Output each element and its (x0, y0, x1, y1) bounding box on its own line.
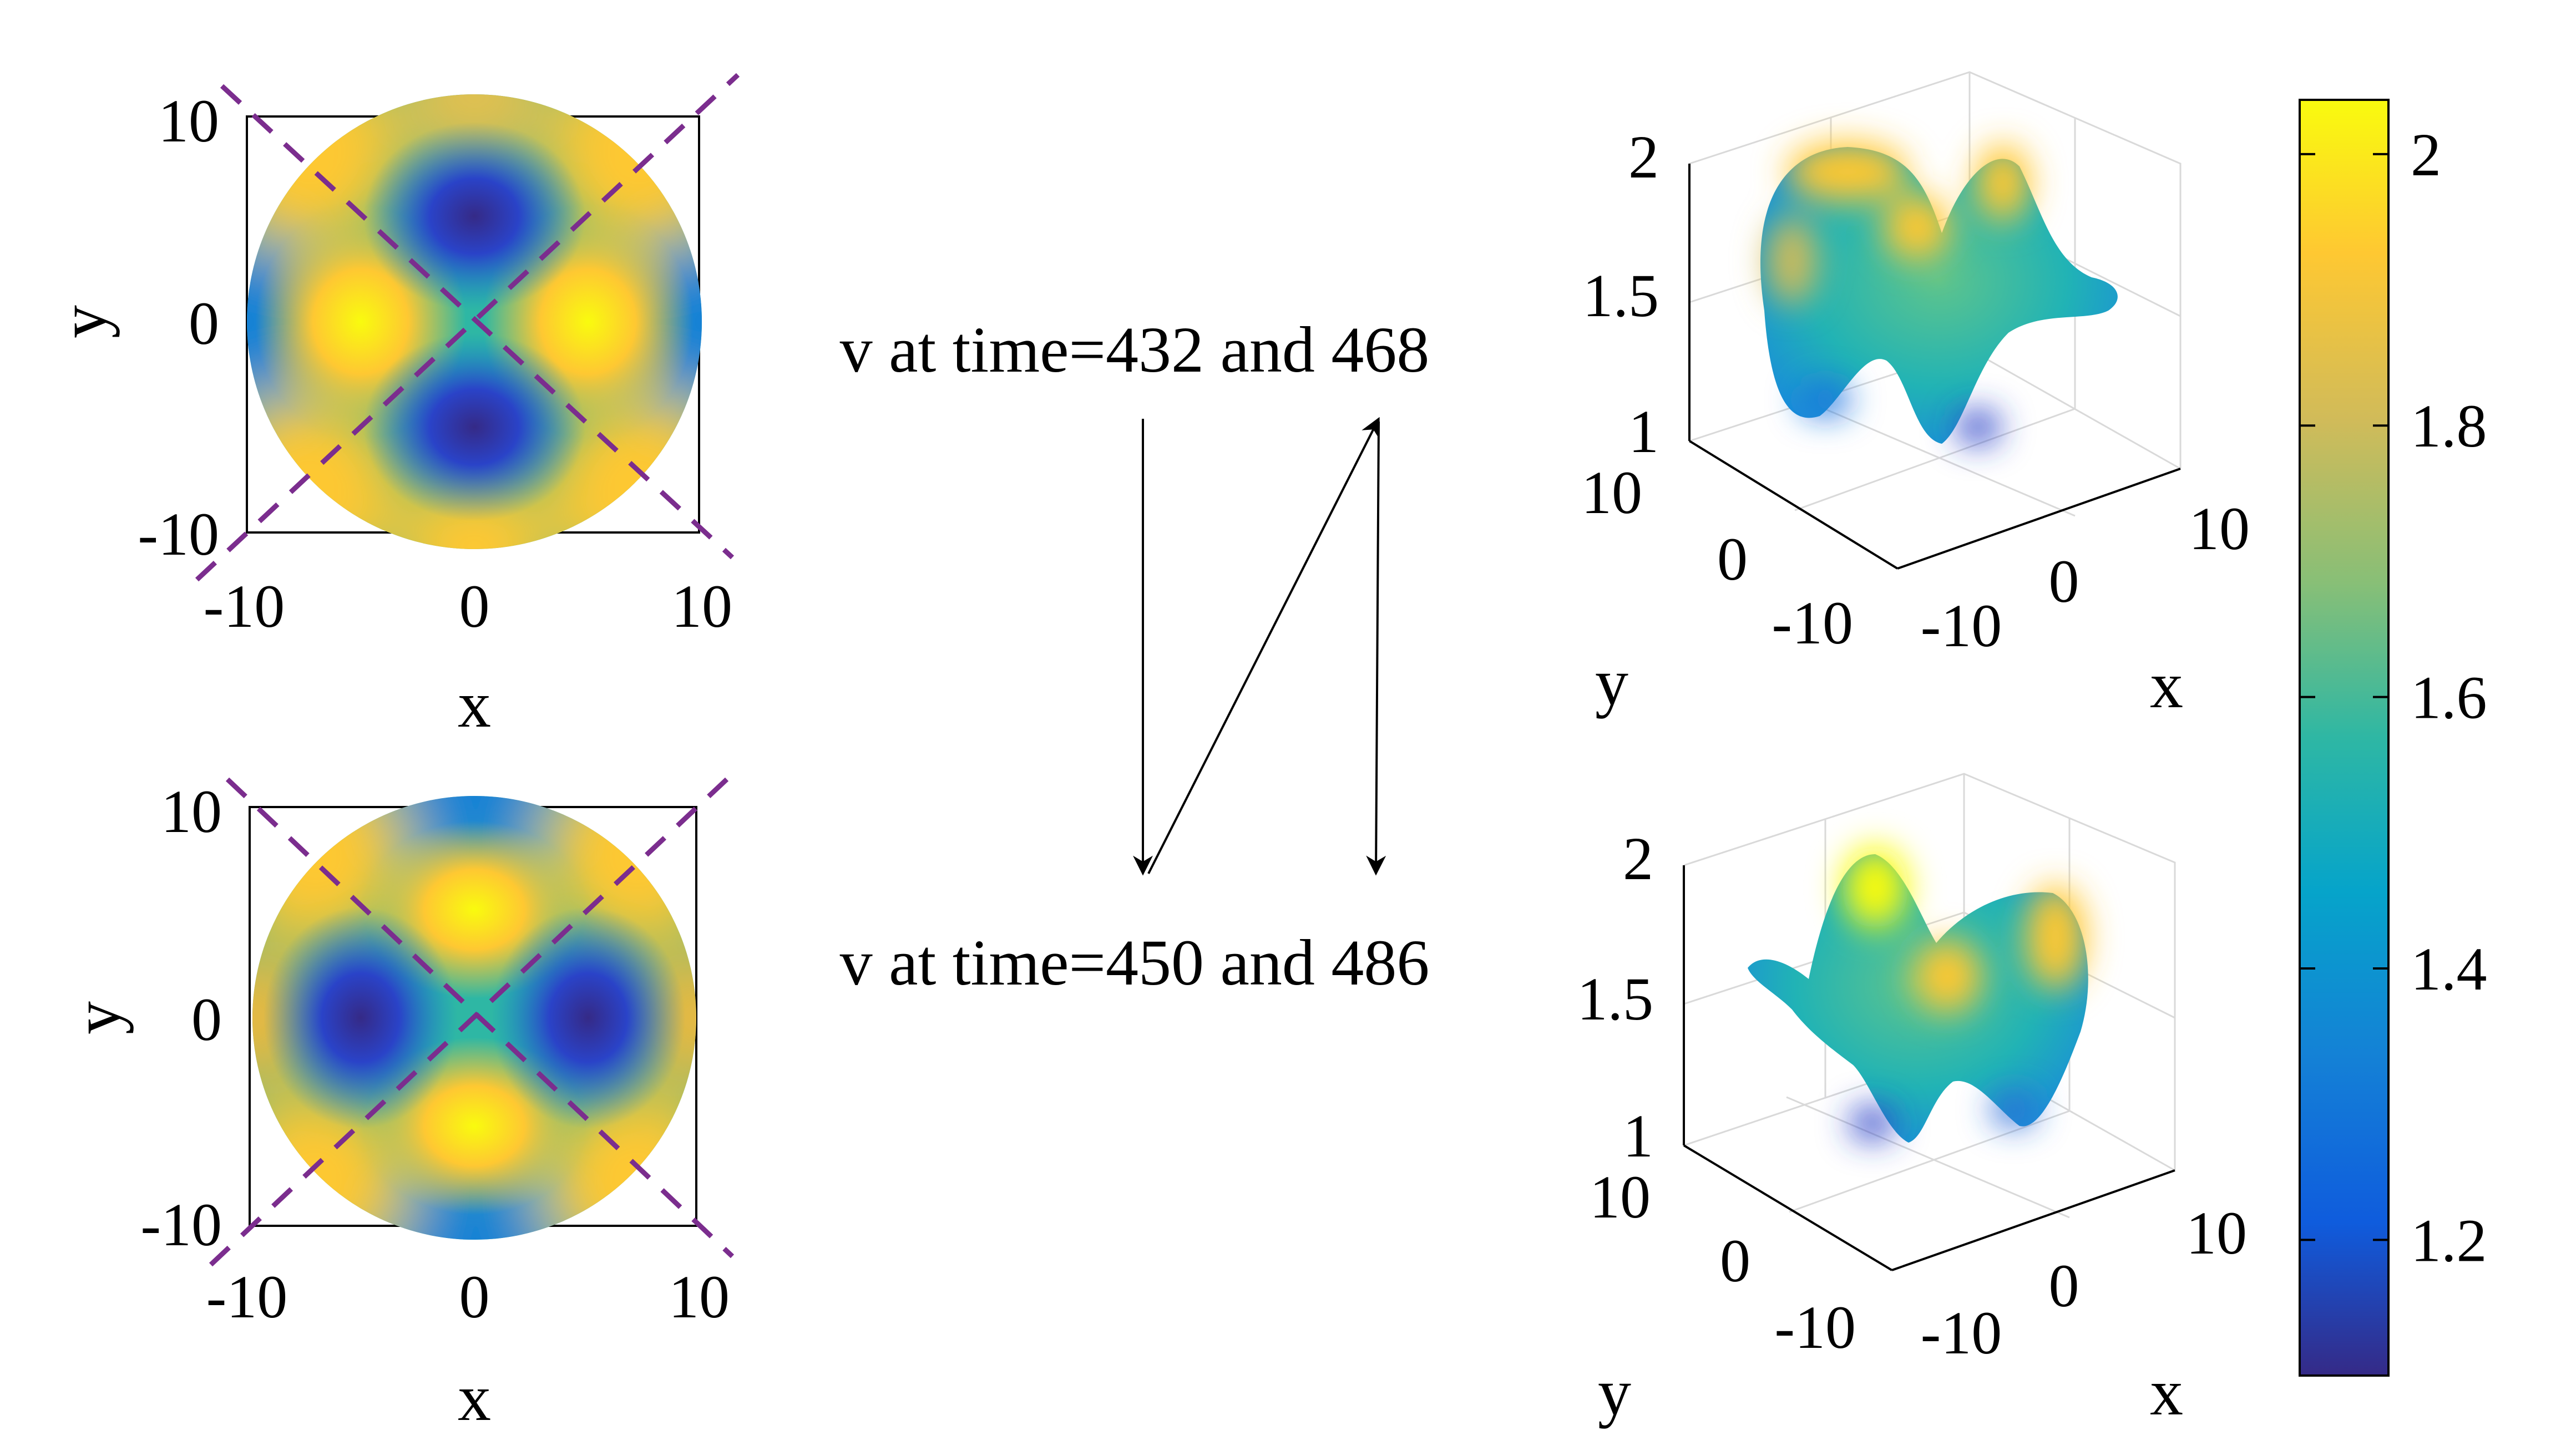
surface-bottom: 2 1.5 1 10 0 -10 -10 0 10 y x (1577, 773, 2247, 1429)
surface-top: 2 1.5 1 10 0 -10 -10 0 10 y x (1581, 71, 2250, 722)
surface-top-ztick-1.5: 1.5 (1583, 262, 1659, 329)
surface-top-axes (1688, 164, 2181, 570)
surface-top-ytick-0: 0 (1717, 525, 1748, 593)
surface-bottom-mesh (1748, 846, 2088, 1143)
heatmap-bottom-xtick-neg10: -10 (206, 1263, 288, 1331)
heatmap-top-xlabel: x (458, 667, 491, 741)
heatmap-top-diagonal-1 (220, 84, 735, 560)
annotation-top: v at time=432 and 468 (840, 313, 1430, 386)
heatmap-bottom-xlabel: x (458, 1361, 491, 1434)
colorbar-tick-label: 2 (2411, 121, 2441, 189)
heatmap-bottom-ytick-0: 0 (191, 986, 222, 1053)
surface-top-xtick-0: 0 (2049, 547, 2079, 615)
heatmap-top-ytick-10: 10 (158, 87, 219, 155)
colorbar-tick-label: 1.6 (2411, 664, 2487, 732)
colorbar-bar (2299, 99, 2390, 1377)
surface-bottom-ylabel: y (1598, 1355, 1631, 1429)
surface-top-ztick-1: 1 (1628, 398, 1659, 465)
surface-top-xtick-10: 10 (2189, 495, 2250, 562)
heatmap-top-xtick-10: 10 (671, 572, 732, 640)
surface-top-xlabel: x (2150, 648, 2183, 722)
surface-top-ytick-10: 10 (1581, 459, 1642, 526)
heatmap-bottom-xtick-10: 10 (669, 1263, 730, 1331)
heatmap-bottom-diagonal-2 (209, 777, 729, 1267)
surface-bottom-ytick-10: 10 (1590, 1163, 1651, 1231)
annotation-bottom: v at time=450 and 486 (840, 926, 1430, 999)
surface-top-ylabel: y (1595, 645, 1628, 719)
surface-top-mesh (1760, 141, 2118, 444)
surface-bottom-ytick-0: 0 (1720, 1227, 1750, 1295)
heatmap-bottom-xtick-0: 0 (459, 1263, 490, 1331)
surface-bottom-ztick-2: 2 (1623, 825, 1653, 892)
heatmap-top-ytick-neg10: -10 (138, 500, 219, 568)
colorbar-tick-label: 1.4 (2411, 935, 2487, 1003)
arrow-diagonal-up (1147, 417, 1380, 874)
surface-bottom-axes (1683, 865, 2175, 1271)
heatmap-top-xtick-neg10: -10 (204, 572, 285, 640)
surface-top-ztick-2: 2 (1628, 123, 1659, 191)
heatmap-top-ylabel: y (46, 305, 120, 338)
surface-bottom-xtick-10: 10 (2186, 1199, 2247, 1267)
surface-bottom-xtick-0: 0 (2049, 1252, 2079, 1320)
surface-top-xtick-neg10: -10 (1921, 592, 2002, 659)
heatmap-top-ytick-0: 0 (189, 290, 219, 357)
heatmap-top-diagonal-2 (195, 73, 740, 582)
colorbar-tick-label: 1.2 (2411, 1206, 2487, 1274)
heatmap-top: 10 0 -10 -10 0 10 x y (46, 73, 740, 741)
surface-bottom-ztick-1.5: 1.5 (1577, 965, 1654, 1033)
heatmap-bottom-ytick-neg10: -10 (140, 1191, 222, 1259)
heatmap-top-xtick-0: 0 (459, 572, 490, 640)
colorbar-tick-label: 1.8 (2411, 392, 2487, 460)
colorbar: 2 1.8 1.6 1.4 1.2 (2299, 99, 2487, 1377)
surface-top-ytick-neg10: -10 (1772, 589, 1853, 657)
arrow-down-right (1366, 421, 1386, 876)
surface-bottom-ztick-1: 1 (1623, 1102, 1653, 1170)
surface-bottom-xtick-neg10: -10 (1921, 1299, 2002, 1367)
heatmap-bottom-diagonal-1 (225, 777, 735, 1259)
heatmap-bottom-ylabel: y (60, 1001, 134, 1034)
colorbar-ticks: 2 1.8 1.6 1.4 1.2 (2300, 121, 2487, 1274)
surface-bottom-xlabel: x (2150, 1355, 2183, 1429)
heatmap-bottom: 10 0 -10 -10 0 10 x y (60, 777, 735, 1434)
surface-bottom-ytick-neg10: -10 (1774, 1293, 1856, 1361)
heatmap-bottom-ytick-10: 10 (161, 778, 222, 845)
